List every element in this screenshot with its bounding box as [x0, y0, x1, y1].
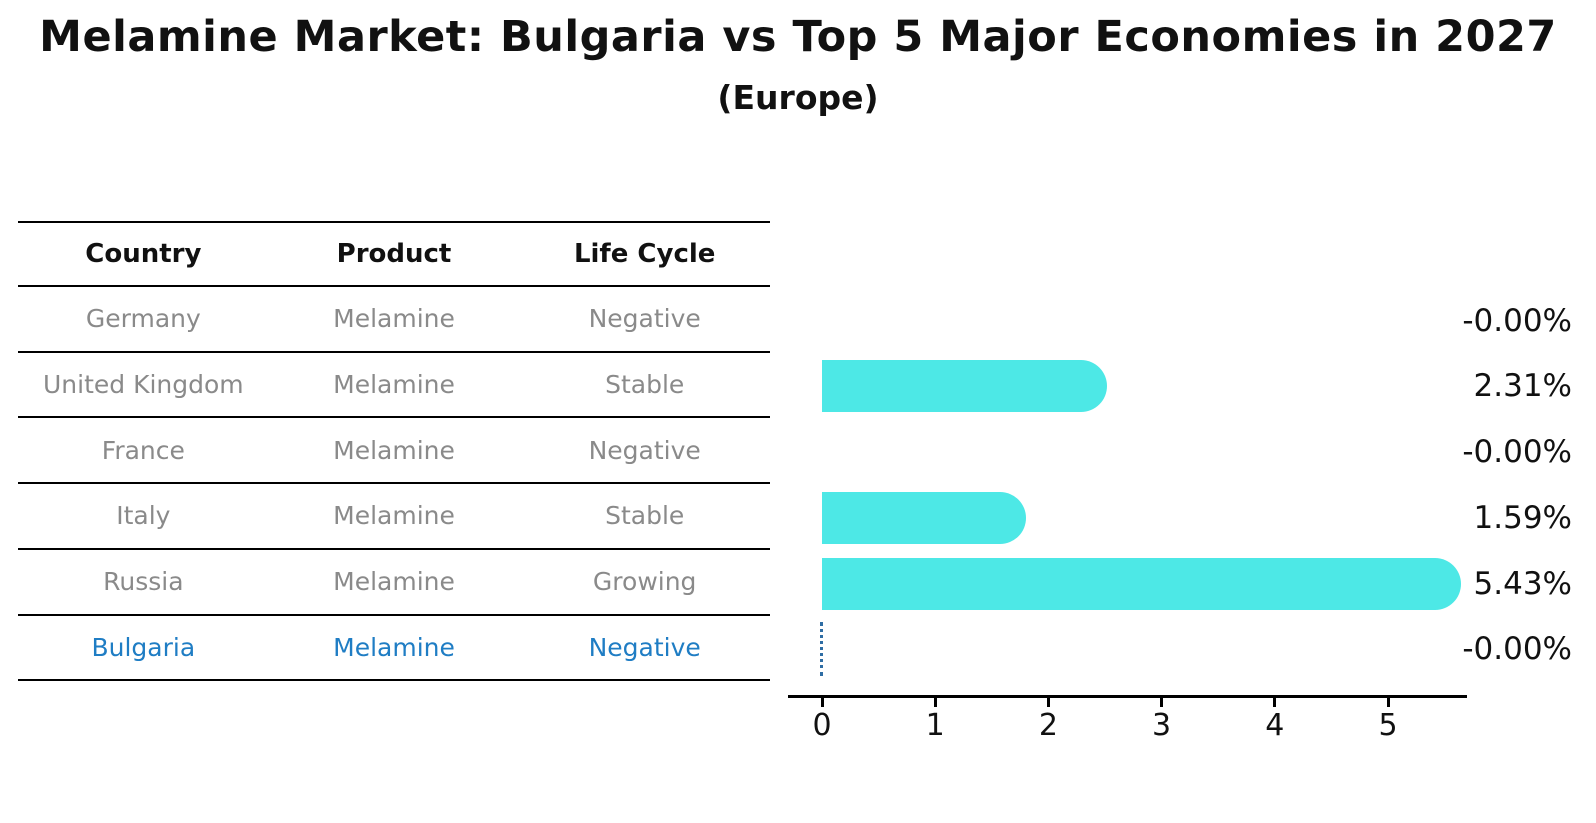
table-cell-life-cycle: Negative — [588, 435, 701, 465]
table-cell-country: France — [101, 435, 185, 465]
value-label: -0.00% — [1462, 631, 1572, 668]
x-axis-line — [788, 695, 1467, 698]
value-label: 2.31% — [1473, 368, 1572, 405]
x-tick-mark — [1273, 698, 1277, 707]
x-tick-mark — [933, 698, 937, 707]
highlight-marker-line — [820, 622, 823, 677]
x-tick-label: 0 — [812, 708, 832, 743]
x-tick-mark — [1160, 698, 1164, 707]
table-cell-product: Melamine — [333, 369, 455, 399]
table-cell-life-cycle: Growing — [592, 567, 697, 597]
table-cell-product: Melamine — [333, 567, 455, 597]
value-label: 1.59% — [1473, 499, 1572, 536]
bar-russia — [822, 557, 1461, 610]
x-tick-label: 4 — [1265, 708, 1285, 743]
table-row: Germany Melamine Negative — [18, 287, 770, 353]
table-cell-product: Melamine — [333, 304, 455, 334]
table-header-row: Country Product Life Cycle — [18, 221, 770, 287]
table-cell-country: Italy — [116, 501, 171, 531]
table-cell-country: Germany — [85, 304, 201, 334]
table-cell-country: Russia — [103, 567, 184, 597]
table-row: United Kingdom Melamine Stable — [18, 353, 770, 419]
table-header-cell: Life Cycle — [573, 238, 716, 269]
x-tick-label: 1 — [925, 708, 945, 743]
country-table: Country Product Life Cycle Germany Melamine N… — [18, 221, 770, 682]
table-cell-life-cycle: Negative — [588, 304, 701, 334]
table-header-cell: Country — [85, 238, 202, 269]
value-label: -0.00% — [1462, 302, 1572, 339]
table-cell-life-cycle: Stable — [605, 501, 685, 531]
table-row: Italy Melamine Stable — [18, 484, 770, 550]
table-row: Bulgaria Melamine Negative — [18, 616, 770, 682]
table-row: Russia Melamine Growing — [18, 550, 770, 616]
x-tick-label: 3 — [1152, 708, 1172, 743]
x-tick-label: 2 — [1038, 708, 1058, 743]
table-cell-life-cycle: Stable — [605, 369, 685, 399]
bar-united-kingdom — [822, 360, 1108, 413]
table-row: France Melamine Negative — [18, 418, 770, 484]
chart-subtitle: (Europe) — [717, 78, 879, 117]
table-cell-country: United Kingdom — [43, 369, 244, 399]
x-tick-label: 5 — [1378, 708, 1398, 743]
x-tick-mark — [820, 698, 824, 707]
table-cell-life-cycle: Negative — [588, 632, 701, 662]
value-label: -0.00% — [1462, 434, 1572, 471]
chart-title: Melamine Market: Bulgaria vs Top 5 Major… — [39, 12, 1557, 62]
table-cell-country: Bulgaria — [91, 632, 196, 662]
table-cell-product: Melamine — [333, 501, 455, 531]
x-tick-mark — [1386, 698, 1390, 707]
bar-italy — [822, 491, 1026, 544]
table-header-cell: Product — [336, 238, 452, 269]
value-label: 5.43% — [1473, 565, 1572, 602]
x-tick-mark — [1046, 698, 1050, 707]
table-cell-product: Melamine — [333, 632, 455, 662]
table-cell-product: Melamine — [333, 435, 455, 465]
